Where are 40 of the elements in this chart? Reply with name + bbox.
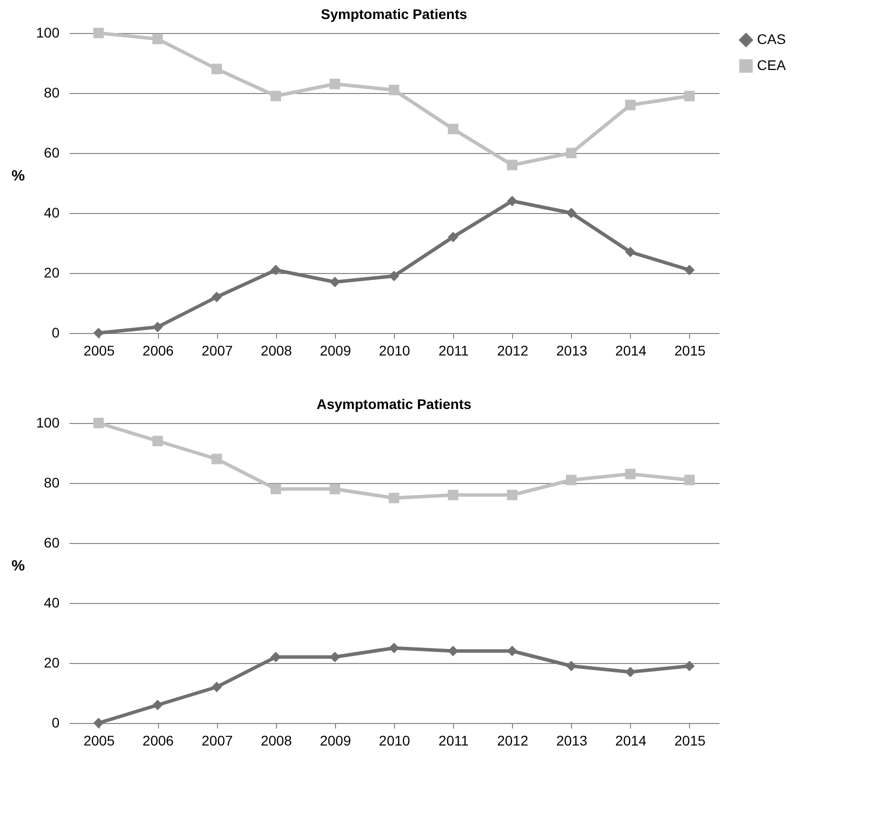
x-tick-label: 2008: [260, 732, 292, 748]
y-tick-label: 20: [44, 654, 60, 670]
x-tick-label: 2007: [202, 732, 234, 748]
x-tick-label: 2005: [83, 732, 115, 748]
x-tick-label: 2012: [497, 732, 528, 748]
y-tick-label: 40: [44, 204, 60, 220]
x-tick-label: 2005: [83, 342, 115, 358]
y-axis-title: %: [11, 558, 25, 574]
y-axis-title: %: [11, 168, 25, 184]
x-tick-label: 2009: [320, 732, 352, 748]
x-tick-label: 2006: [142, 732, 174, 748]
y-tick-label: 60: [44, 144, 60, 160]
x-tick-label: 2014: [615, 342, 647, 358]
y-tick-label: 0: [52, 324, 60, 340]
x-tick-label: 2013: [556, 732, 588, 748]
x-tick-label: 2006: [142, 342, 174, 358]
x-tick-label: 2010: [378, 732, 410, 748]
x-tick-label: 2009: [320, 342, 352, 358]
chart-title: Asymptomatic Patients: [316, 396, 472, 412]
x-tick-label: 2015: [674, 342, 706, 358]
x-tick-label: 2012: [497, 342, 528, 358]
y-tick-label: 60: [44, 534, 60, 550]
x-tick-label: 2007: [202, 342, 234, 358]
y-tick-label: 100: [36, 24, 60, 40]
y-tick-label: 40: [44, 594, 60, 610]
x-tick-label: 2013: [556, 342, 588, 358]
legend-label: CAS: [757, 31, 786, 47]
y-tick-label: 80: [44, 474, 60, 490]
x-tick-label: 2015: [674, 732, 706, 748]
x-tick-label: 2014: [615, 732, 647, 748]
y-tick-label: 100: [36, 414, 60, 430]
y-tick-label: 0: [52, 714, 60, 730]
y-tick-label: 80: [44, 84, 60, 100]
y-tick-label: 20: [44, 264, 60, 280]
x-tick-label: 2011: [438, 732, 469, 748]
chart-title: Symptomatic Patients: [320, 6, 468, 22]
x-tick-label: 2011: [438, 342, 469, 358]
x-tick-label: 2010: [378, 342, 410, 358]
legend-label: CEA: [757, 57, 786, 73]
x-tick-label: 2008: [260, 342, 292, 358]
